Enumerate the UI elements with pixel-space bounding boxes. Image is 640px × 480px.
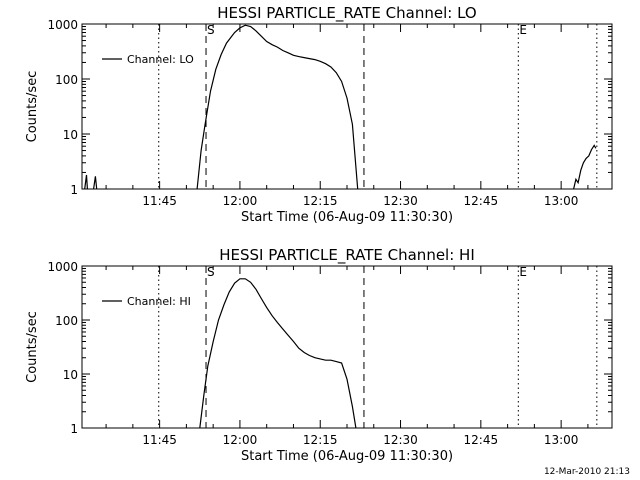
time-marker-label: S xyxy=(207,265,215,279)
x-tick-label: 13:00 xyxy=(544,433,579,447)
time-marker-label: S xyxy=(207,23,215,37)
time-marker-label: E xyxy=(519,23,527,37)
x-tick-label: 12:15 xyxy=(303,433,338,447)
x-tick-label: 11:45 xyxy=(142,433,177,447)
x-tick-label: 12:15 xyxy=(303,194,338,208)
y-tick-label: 10 xyxy=(63,368,78,382)
x-axis-label: Start Time (06-Aug-09 11:30:30) xyxy=(241,210,453,225)
chart-title: HESSI PARTICLE_RATE Channel: HI xyxy=(219,246,475,265)
series-line xyxy=(196,24,359,190)
legend-entry: Channel: HI xyxy=(127,295,191,308)
series-line xyxy=(84,174,88,190)
x-tick-label: 11:45 xyxy=(142,194,177,208)
legend-entry: Channel: LO xyxy=(127,53,194,66)
x-tick-label: 12:45 xyxy=(464,194,499,208)
x-tick-label: 13:00 xyxy=(544,194,579,208)
x-tick-label: 12:00 xyxy=(223,194,258,208)
y-axis-label: Counts/sec xyxy=(25,71,40,143)
footer-timestamp: 12-Mar-2010 21:13 xyxy=(544,467,630,477)
y-tick-label: 1 xyxy=(70,183,78,197)
x-tick-label: 12:45 xyxy=(464,433,499,447)
series-line xyxy=(573,144,597,190)
y-tick-label: 10 xyxy=(63,128,78,142)
chart-title: HESSI PARTICLE_RATE Channel: LO xyxy=(217,4,476,23)
x-tick-label: 12:30 xyxy=(383,433,418,447)
y-tick-label: 1000 xyxy=(47,260,78,274)
plot-frame xyxy=(81,23,613,190)
x-axis-label: Start Time (06-Aug-09 11:30:30) xyxy=(241,449,453,464)
series-line xyxy=(93,176,98,190)
x-tick-label: 12:30 xyxy=(383,194,418,208)
panel-lo: HESSI PARTICLE_RATE Channel: LO 11:45 12:0… xyxy=(25,4,613,225)
panel-hi: HESSI PARTICLE_RATE Channel: HI 11:45 12:0… xyxy=(25,246,613,464)
plot-frame xyxy=(81,265,613,429)
y-axis-label: Counts/sec xyxy=(25,311,40,383)
x-tick-label: 12:00 xyxy=(223,433,258,447)
y-tick-label: 100 xyxy=(55,73,78,87)
y-tick-label: 1000 xyxy=(47,18,78,32)
y-tick-label: 100 xyxy=(55,314,78,328)
y-tick-label: 1 xyxy=(70,422,78,436)
time-marker-label: E xyxy=(519,265,527,279)
series-line xyxy=(199,278,357,429)
